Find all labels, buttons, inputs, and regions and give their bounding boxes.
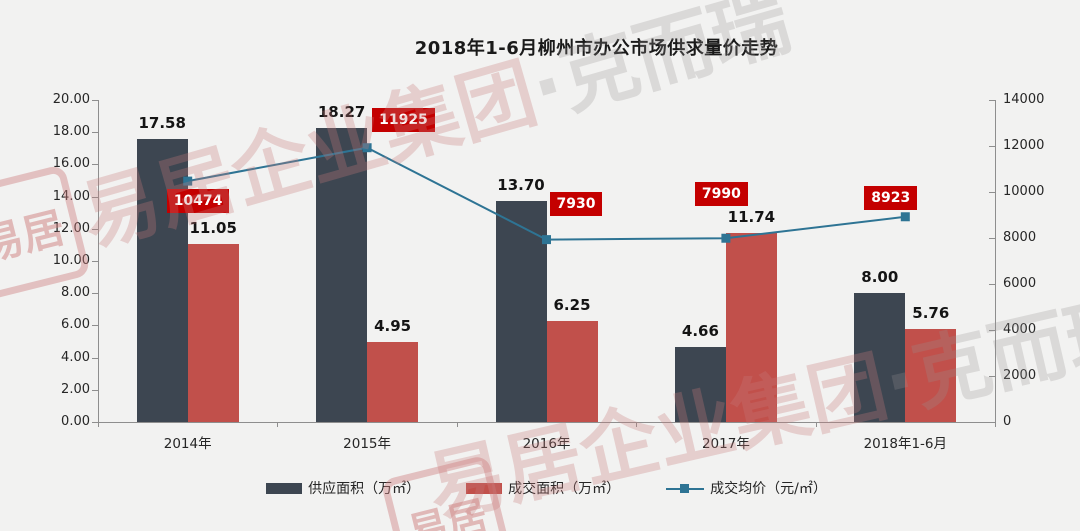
price-label: 7990 <box>694 182 748 207</box>
legend-label: 成交面积（万㎡） <box>508 481 621 497</box>
deal-bar <box>546 321 598 422</box>
y-tick-label-right: 4000 <box>1003 322 1037 337</box>
bar-value-label: 4.66 <box>681 321 719 340</box>
legend-swatch-supply <box>266 482 303 494</box>
deal-bar <box>187 244 239 422</box>
bar-value-label: 11.05 <box>189 219 237 238</box>
y-tick-right <box>989 330 995 331</box>
x-tick-label: 2015年 <box>343 436 392 452</box>
x-tick-label: 2018年1-6月 <box>863 436 947 452</box>
y-tick-label-right: 8000 <box>1003 230 1037 245</box>
y-tick-label-left: 4.00 <box>61 349 90 365</box>
y-tick-label-right: 0 <box>1003 414 1012 429</box>
y-tick-right <box>989 284 995 285</box>
x-tick <box>98 422 99 427</box>
legend-item-price: 成交均价（元/㎡） <box>666 478 827 498</box>
supply-bar <box>316 127 368 422</box>
price-label: 11925 <box>372 107 435 132</box>
y-tick-right <box>989 376 995 377</box>
plot-area: 17.58 18.27 13.70 4.66 8.00 11.05 4.95 6.25 11.7… <box>98 100 995 422</box>
x-tick <box>277 422 279 427</box>
supply-bar <box>136 138 188 422</box>
y-axis-right <box>995 100 996 422</box>
y-tick-right <box>989 100 995 101</box>
price-marker <box>183 176 193 186</box>
y-tick-right <box>989 238 995 239</box>
y-tick-label-left: 12.00 <box>52 220 90 236</box>
bar-value-label: 13.70 <box>497 176 545 195</box>
price-label: 8923 <box>864 185 918 210</box>
x-tick <box>456 422 458 427</box>
legend: 供应面积（万㎡） 成交面积（万㎡） 成交均价（元/㎡） <box>98 478 995 498</box>
x-tick-label: 2016年 <box>522 436 571 452</box>
deal-bar <box>725 233 777 422</box>
bar-value-label: 4.95 <box>374 317 412 336</box>
y-tick-left <box>92 261 98 262</box>
supply-bar <box>854 293 906 422</box>
chart-title: 2018年1-6月柳州市办公市场供求量价走势 <box>414 38 779 59</box>
y-tick-left <box>92 325 98 327</box>
x-axis <box>98 422 995 423</box>
y-tick-right <box>989 422 995 423</box>
x-tick <box>636 422 638 427</box>
y-tick-left <box>92 293 98 295</box>
bar-value-label: 6.25 <box>553 296 591 315</box>
legend-label: 供应面积（万㎡） <box>308 481 421 497</box>
supply-bar <box>674 346 726 422</box>
supply-bar <box>495 201 547 422</box>
y-tick-label-left: 8.00 <box>61 285 90 301</box>
y-tick-right <box>989 192 995 193</box>
y-tick-left <box>92 357 98 359</box>
y-tick-label-left: 16.00 <box>52 156 90 172</box>
y-tick-left <box>92 196 98 198</box>
y-tick-label-right: 6000 <box>1003 276 1037 291</box>
price-marker <box>721 233 731 243</box>
legend-item-deal: 成交面积（万㎡） <box>466 478 620 498</box>
price-marker <box>542 235 551 245</box>
y-tick-label-right: 14000 <box>1003 92 1045 107</box>
y-tick-left <box>92 132 98 134</box>
y-tick-left <box>92 389 98 391</box>
y-tick-right <box>989 146 995 147</box>
price-marker <box>900 212 910 222</box>
y-tick-left <box>92 100 98 101</box>
bar-value-label: 17.58 <box>138 113 186 132</box>
x-tick-label: 2014年 <box>163 436 212 452</box>
y-tick-left <box>92 422 98 423</box>
deal-bar <box>367 342 419 422</box>
deal-bar <box>905 329 957 422</box>
bar-value-label: 5.76 <box>912 304 950 323</box>
y-tick-label-left: 0.00 <box>61 414 90 429</box>
y-tick-label-right: 12000 <box>1003 138 1045 153</box>
y-tick-label-right: 10000 <box>1003 184 1045 199</box>
price-line <box>183 143 910 245</box>
y-tick-left <box>92 164 98 166</box>
legend-swatch-deal <box>466 482 503 494</box>
y-tick-label-left: 6.00 <box>61 317 90 333</box>
price-line-path <box>187 146 906 241</box>
bar-value-label: 18.27 <box>317 102 366 121</box>
legend-swatch-price <box>666 483 705 494</box>
y-tick-label-left: 2.00 <box>61 381 90 397</box>
y-tick-left <box>92 228 98 230</box>
price-label: 7930 <box>549 191 603 216</box>
y-tick-label-left: 18.00 <box>52 124 90 140</box>
y-tick-label-left: 14.00 <box>52 188 90 204</box>
price-marker <box>362 143 372 153</box>
x-tick-label: 2017年 <box>701 436 750 452</box>
bar-value-label: 8.00 <box>861 268 899 287</box>
x-tick <box>995 422 996 427</box>
legend-label: 成交均价（元/㎡） <box>710 481 827 497</box>
y-axis-left <box>98 100 99 422</box>
bar-value-label: 11.74 <box>727 207 776 226</box>
legend-item-supply: 供应面积（万㎡） <box>266 478 420 498</box>
price-label: 10474 <box>166 189 230 214</box>
y-tick-label-right: 2000 <box>1003 368 1037 383</box>
y-tick-label-left: 10.00 <box>52 253 90 268</box>
x-tick <box>815 422 817 427</box>
legend-marker-glyph <box>680 483 690 493</box>
y-tick-label-left: 20.00 <box>52 92 90 107</box>
